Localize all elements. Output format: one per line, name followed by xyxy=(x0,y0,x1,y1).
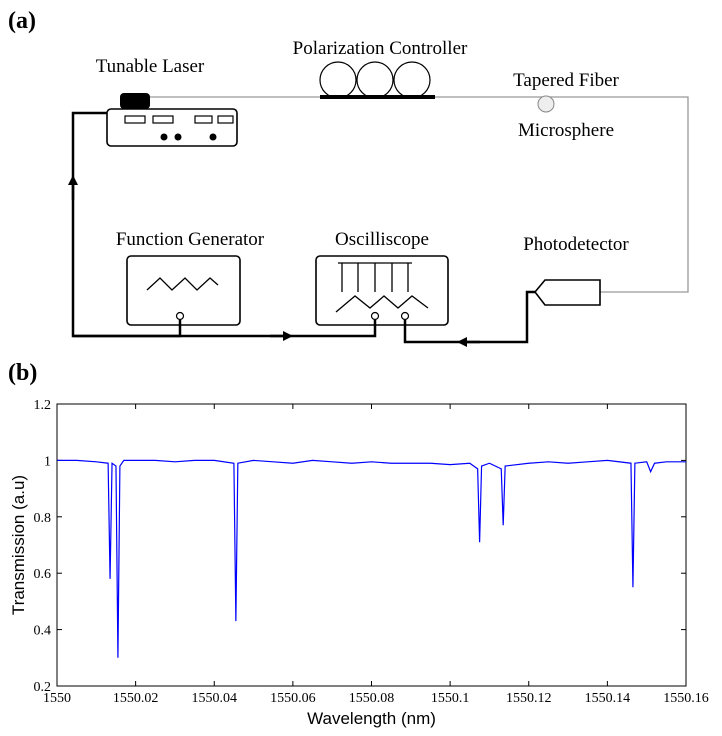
wires xyxy=(68,111,535,347)
y-tick-label: 1 xyxy=(44,454,51,469)
ports xyxy=(175,311,410,321)
x-tick-label: 1550.02 xyxy=(113,691,159,706)
label: Tapered Fiber xyxy=(513,70,619,91)
x-axis-label: Wavelength (nm) xyxy=(307,709,436,728)
x-tick-label: 1550.08 xyxy=(349,691,395,706)
x-tick-label: 1550.16 xyxy=(663,691,709,706)
laser-box xyxy=(106,108,238,147)
label: Polarization Controller xyxy=(293,38,468,59)
diagram: (a) Tunable Laser Polarization Controll xyxy=(8,8,689,347)
x-tick-label: 1550.12 xyxy=(506,691,552,706)
pc-bar xyxy=(320,95,435,99)
label: Tunable Laser xyxy=(96,56,205,77)
photodetector xyxy=(533,279,601,306)
plot-frame xyxy=(56,403,687,687)
transmission-line xyxy=(57,459,686,658)
y-tick-label: 0.4 xyxy=(34,624,52,639)
label: Function Generator xyxy=(116,229,265,250)
label: Photodetector xyxy=(523,234,629,255)
laser-panel xyxy=(124,115,234,124)
ramp xyxy=(146,277,219,291)
y-tick-label: 0.6 xyxy=(34,567,52,582)
x-tick-label: 1550.04 xyxy=(192,691,238,706)
y-axis-label: Transmission (a.u) xyxy=(9,475,28,615)
laser-dots xyxy=(160,133,217,141)
laser-knob xyxy=(120,93,150,109)
chart: 0.2 0.4 0.6 0.8 1 1.2 1550 1550.02 1550.04 1550.0… xyxy=(9,398,709,728)
scope-trace xyxy=(335,262,429,313)
generator-box xyxy=(126,255,241,326)
microsphere xyxy=(537,95,555,113)
x-tick-label: 1550.1 xyxy=(431,691,470,706)
x-tick-label: 1550 xyxy=(43,691,71,706)
x-tick-label: 1550.14 xyxy=(585,691,631,706)
scope-box xyxy=(315,255,449,326)
y-tick-label: 0.2 xyxy=(34,680,52,695)
panel-label: (b) xyxy=(8,360,37,386)
x-tick-label: 1550.06 xyxy=(270,691,316,706)
y-tick-label: 0.8 xyxy=(34,511,52,526)
label: Oscilliscope xyxy=(335,229,429,250)
pc-loops xyxy=(319,61,431,99)
panel-label: (a) xyxy=(8,8,36,34)
y-tick-label: 1.2 xyxy=(34,398,52,413)
label: Microsphere xyxy=(518,120,614,141)
